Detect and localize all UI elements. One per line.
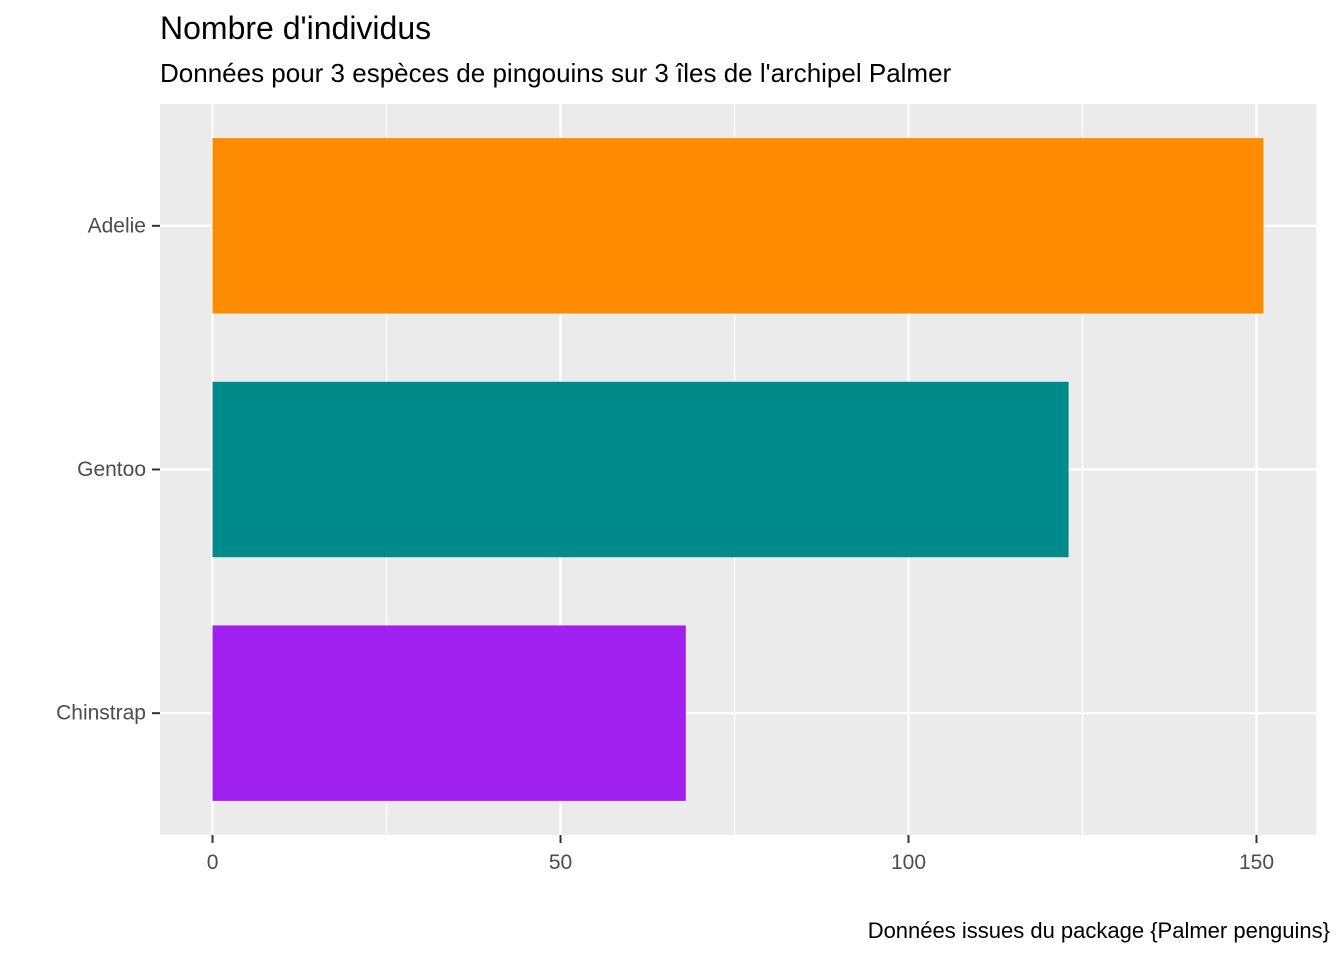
bar-adelie <box>212 138 1264 314</box>
x-tick-label: 0 <box>207 851 219 874</box>
x-tick-label: 50 <box>549 851 572 874</box>
y-tick-label: Gentoo <box>77 458 146 481</box>
x-tick-label: 100 <box>891 851 926 874</box>
chart-subtitle: Données pour 3 espèces de pingouins sur … <box>160 58 952 88</box>
x-tick-label: 150 <box>1239 851 1274 874</box>
chart-caption: Données issues du package {Palmer pengui… <box>867 918 1330 943</box>
bar-gentoo <box>212 381 1069 558</box>
chart-title: Nombre d'individus <box>160 10 432 46</box>
y-tick-label: Adelie <box>88 214 146 237</box>
y-tick-label: Chinstrap <box>56 702 146 725</box>
bar-chinstrap <box>212 625 686 801</box>
